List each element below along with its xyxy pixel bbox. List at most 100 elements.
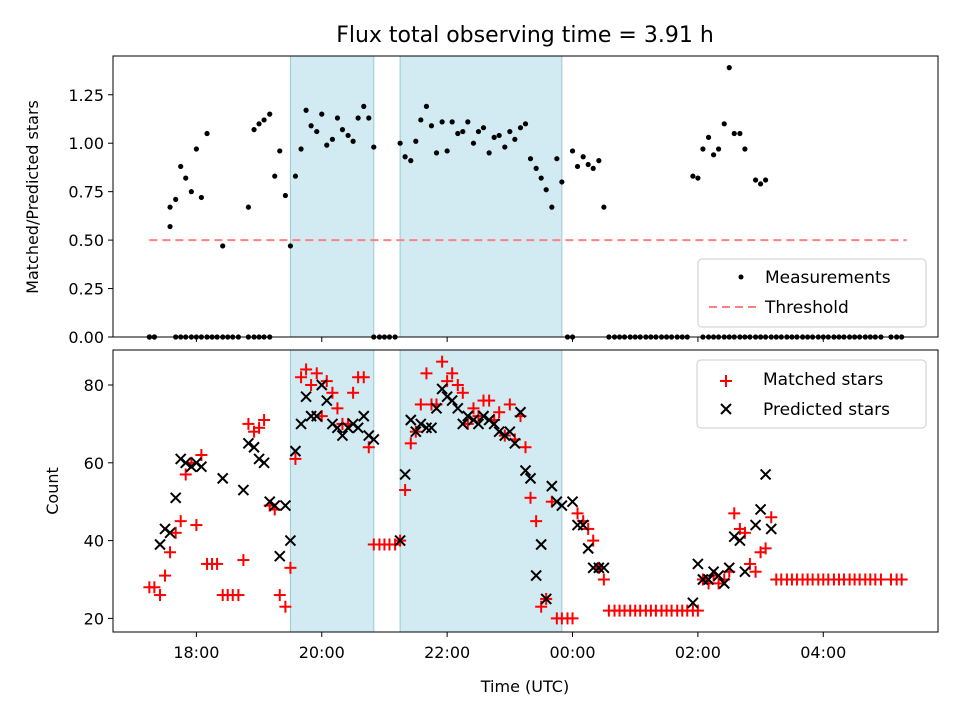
- predicted-star-point: [477, 410, 490, 422]
- measurement-point: [167, 223, 173, 230]
- measurement-point: [690, 173, 696, 179]
- measurement-point: [585, 161, 591, 168]
- x-tick-label: 18:00: [173, 643, 219, 662]
- matched-star-point: [519, 441, 532, 454]
- measurement-point: [329, 136, 336, 142]
- matched-star-point: [530, 515, 543, 528]
- measurement-point: [710, 152, 717, 158]
- legend-predicted-marker: [720, 403, 732, 415]
- matched-star-point: [414, 398, 427, 411]
- matched-star-point: [446, 367, 459, 380]
- measurement-point: [413, 138, 419, 144]
- measurement-point: [345, 132, 351, 139]
- measurement-point: [726, 65, 732, 71]
- predicted-star-point: [712, 569, 725, 582]
- matched-star-point: [895, 573, 908, 586]
- predicted-star-point: [279, 499, 292, 512]
- predicted-star-point: [405, 414, 417, 426]
- measurement-point: [220, 243, 226, 249]
- predicted-star-point: [514, 406, 527, 418]
- measurement-point: [433, 150, 440, 156]
- predicted-star-point: [430, 402, 443, 415]
- measurement-point: [167, 204, 173, 210]
- measurement-point: [183, 175, 189, 181]
- predicted-star-point: [300, 390, 312, 403]
- measurement-point: [502, 144, 508, 150]
- predicted-star-point: [169, 492, 182, 504]
- predicted-star-point: [452, 402, 464, 415]
- measurement-point: [193, 146, 199, 152]
- predicted-star-point: [739, 566, 751, 578]
- measurement-point: [339, 127, 346, 133]
- measurement-point: [402, 154, 408, 160]
- predicted-star-point: [195, 460, 208, 473]
- measurement-point: [465, 119, 471, 125]
- bottom-y-axis-label: Count: [43, 467, 62, 515]
- measurement-point: [496, 132, 502, 139]
- matched-star-point: [483, 394, 496, 407]
- measurement-point: [455, 130, 461, 137]
- measurement-point: [314, 128, 320, 135]
- matched-star-point: [456, 386, 469, 399]
- x-axis-label: Time (UTC): [480, 677, 569, 696]
- measurement-point: [486, 150, 492, 156]
- x-tick-label: 00:00: [549, 643, 595, 662]
- matched-star-point: [169, 526, 182, 539]
- top-y-tick-label: 0.00: [68, 328, 104, 347]
- predicted-star-point: [311, 410, 323, 422]
- measurement-point: [512, 136, 518, 142]
- predicted-star-point: [336, 429, 349, 442]
- measurement-point: [549, 204, 555, 210]
- measurement-point: [251, 127, 257, 133]
- predicted-star-point: [718, 577, 730, 590]
- measurement-point: [319, 111, 325, 117]
- legend-matched-label: Matched stars: [763, 370, 883, 390]
- legend-measurements-marker: [738, 274, 744, 280]
- predicted-star-point: [593, 562, 605, 574]
- predicted-star-point: [577, 519, 589, 531]
- top-legend: Measurements Threshold: [697, 258, 927, 328]
- x-tick-label: 20:00: [299, 643, 345, 662]
- measurement-point: [308, 123, 314, 129]
- predicted-star-point: [289, 445, 302, 457]
- predicted-star-point: [457, 418, 469, 430]
- measurement-point: [480, 125, 487, 131]
- measurement-point: [522, 121, 529, 127]
- measurement-point: [700, 146, 706, 152]
- predicted-star-point: [754, 503, 767, 516]
- predicted-star-point: [723, 562, 735, 574]
- measurement-point: [574, 163, 581, 170]
- measurement-point: [428, 123, 435, 129]
- measurement-point: [507, 128, 513, 135]
- top-plot-frame: [112, 55, 939, 338]
- measurement-point: [752, 177, 759, 183]
- matched-star-point: [467, 402, 480, 415]
- matched-star-point: [357, 371, 370, 384]
- bottom-legend-box: [696, 359, 927, 429]
- predicted-star-point: [399, 468, 411, 481]
- predicted-star-point: [295, 418, 307, 430]
- measurement-point: [721, 121, 727, 127]
- predicted-star-point: [368, 433, 380, 446]
- legend-measurements-label: Measurements: [765, 268, 891, 288]
- measurement-point: [580, 154, 586, 160]
- predicted-star-point: [154, 538, 166, 551]
- measurement-point: [538, 175, 544, 181]
- measurement-point: [444, 148, 450, 154]
- matched-star-point: [451, 379, 464, 392]
- legend-threshold-label: Threshold: [764, 298, 849, 318]
- predicted-star-point: [321, 394, 333, 407]
- matched-star-point: [571, 507, 584, 520]
- top-observing-window: [399, 55, 563, 338]
- measurement-point: [460, 128, 466, 135]
- top-legend-box: [697, 258, 927, 328]
- predicted-star-point: [546, 480, 558, 492]
- measurement-point: [361, 103, 367, 109]
- predicted-star-point: [217, 472, 229, 485]
- predicted-star-point: [519, 464, 532, 477]
- bottom-y-tick-label: 80: [84, 376, 104, 395]
- matched-star-point: [232, 589, 245, 602]
- matched-star-point: [597, 573, 610, 586]
- predicted-star-point: [734, 534, 746, 547]
- predicted-star-point: [582, 542, 594, 555]
